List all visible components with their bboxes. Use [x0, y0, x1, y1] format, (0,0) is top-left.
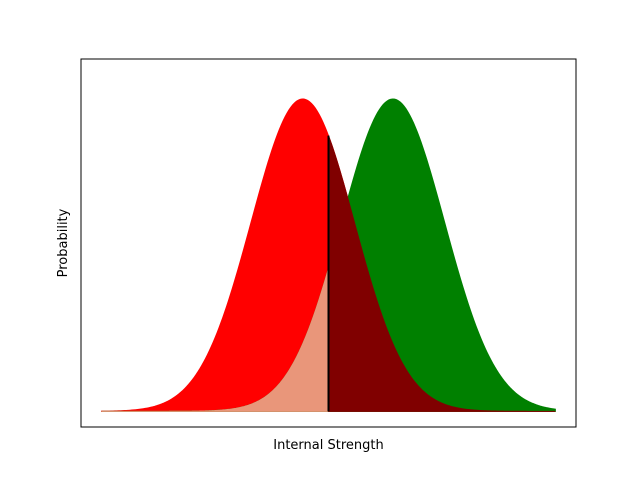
- miss-region-area: [101, 268, 329, 412]
- y-axis-label: Probability: [56, 208, 71, 277]
- x-axis-label: Internal Strength: [273, 438, 383, 453]
- plot-frame: [80, 58, 577, 428]
- false-alarm-region-area: [328, 135, 556, 412]
- chart-marks: [101, 98, 556, 412]
